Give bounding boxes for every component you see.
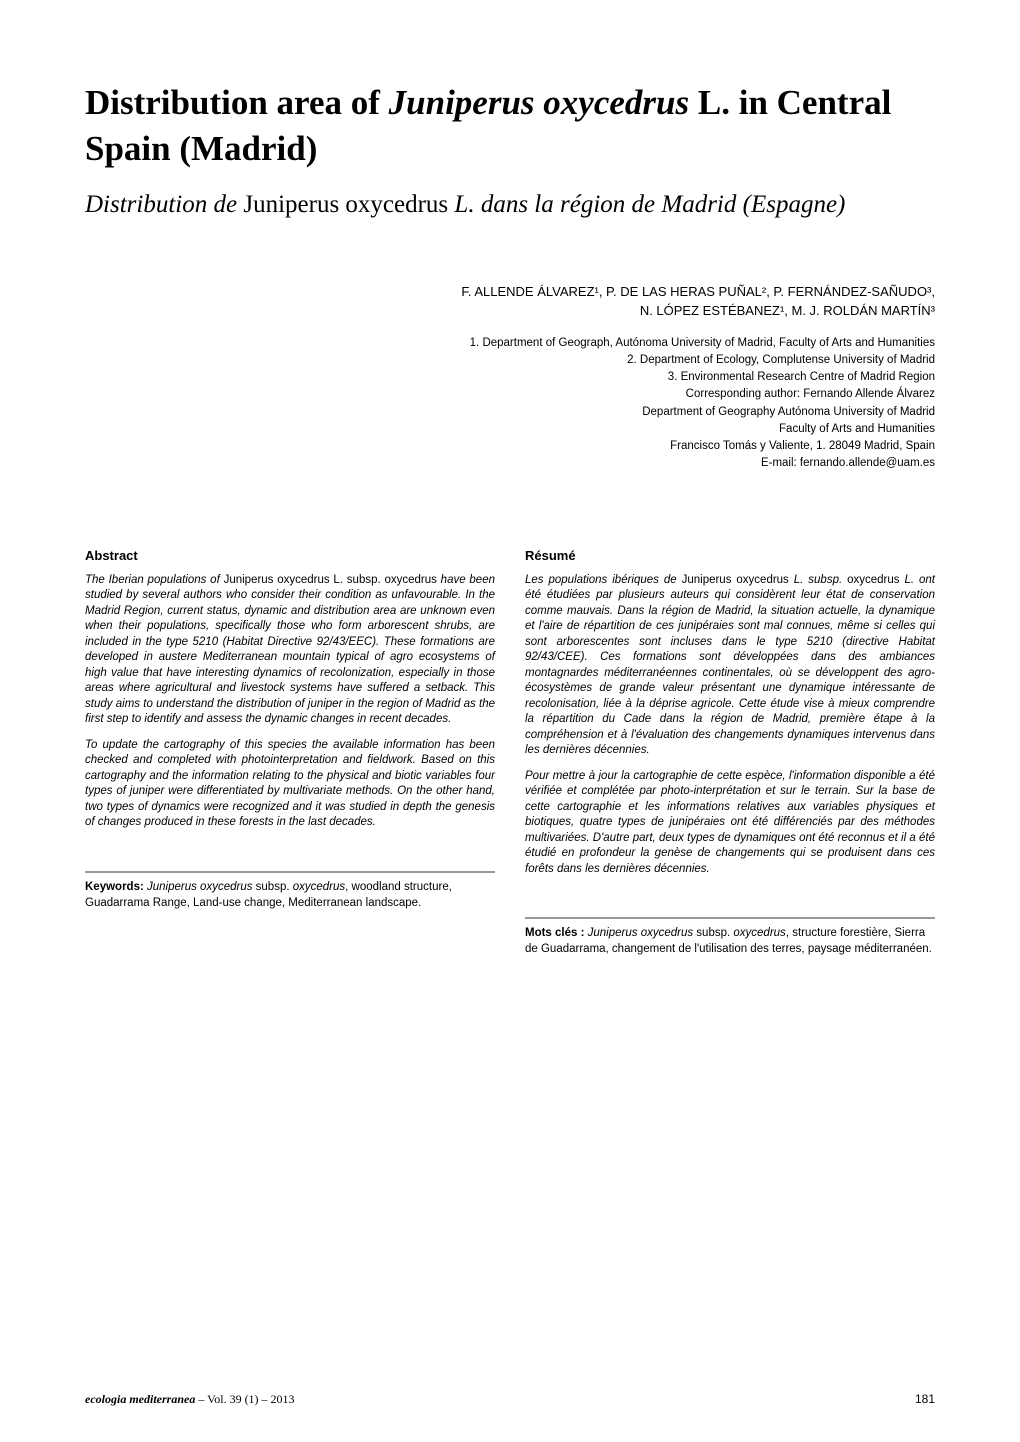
corresponding-author: Corresponding author: Fernando Allende Á… — [85, 386, 935, 403]
abstract-heading: Abstract — [85, 548, 495, 563]
page-number: 181 — [915, 1392, 935, 1407]
kw-species: Juniperus oxycedrus — [144, 881, 253, 893]
corresponding-dept: Department of Geography Autónoma Univers… — [85, 404, 935, 421]
subtitle-species: Juniperus oxycedrus — [243, 191, 448, 218]
resume-text-c: L. subsp. — [789, 574, 847, 586]
authors-block: F. ALLENDE ÁLVAREZ¹, P. DE LAS HERAS PUÑ… — [85, 282, 935, 321]
abstract-text-d: have been studied by several authors who… — [85, 574, 495, 726]
affiliation-3: 3. Environmental Research Centre of Madr… — [85, 369, 935, 386]
resume-subsp: oxycedrus — [847, 574, 899, 586]
article-subtitle: Distribution de Juniperus oxycedrus L. d… — [85, 189, 935, 222]
title-part-1: Distribution area of — [85, 83, 389, 122]
mc-species: Juniperus oxycedrus — [584, 927, 693, 939]
abstract-para-1: The Iberian populations of Juniperus oxy… — [85, 573, 495, 728]
keywords-block: Keywords: Juniperus oxycedrus subsp. oxy… — [85, 871, 495, 911]
motscles-block: Mots clés : Juniperus oxycedrus subsp. o… — [525, 917, 935, 957]
affiliation-2: 2. Department of Ecology, Complutense Un… — [85, 352, 935, 369]
subtitle-part-3: L. dans la région de Madrid (Espagne) — [448, 191, 845, 218]
resume-text-e: L. ont été étudiées par plusieurs auteur… — [525, 574, 935, 757]
abstract-subsp: oxycedrus — [384, 574, 436, 586]
right-column: Résumé Les populations ibériques de Juni… — [525, 548, 935, 958]
article-title: Distribution area of Juniperus oxycedrus… — [85, 80, 935, 171]
title-species: Juniperus oxycedrus — [389, 83, 689, 122]
footer-journal-info: ecologia mediterranea – Vol. 39 (1) – 20… — [85, 1392, 295, 1407]
subtitle-part-1: Distribution de — [85, 191, 243, 218]
abstract-para-2: To update the cartography of this specie… — [85, 738, 495, 831]
authors-line-2: N. LÓPEZ ESTÉBANEZ¹, M. J. ROLDÁN MARTÍN… — [85, 301, 935, 321]
left-column: Abstract The Iberian populations of Juni… — [85, 548, 495, 958]
abstract-text-a: The Iberian populations of — [85, 574, 224, 586]
corresponding-faculty: Faculty of Arts and Humanities — [85, 421, 935, 438]
mc-subsp-label: subsp. — [693, 927, 733, 939]
motscles-label: Mots clés : — [525, 927, 584, 939]
abstract-species-1: Juniperus oxycedrus L. subsp. — [224, 574, 385, 586]
affiliations-block: 1. Department of Geograph, Autónoma Univ… — [85, 335, 935, 473]
abstract-columns: Abstract The Iberian populations of Juni… — [85, 548, 935, 958]
kw-subsp-label: subsp. — [252, 881, 292, 893]
resume-para-2: Pour mettre à jour la cartographie de ce… — [525, 769, 935, 878]
resume-species-1: Juniperus oxycedrus — [682, 574, 789, 586]
page-footer: ecologia mediterranea – Vol. 39 (1) – 20… — [85, 1392, 935, 1407]
journal-name: ecologia mediterranea — [85, 1392, 195, 1406]
keywords-label: Keywords: — [85, 881, 144, 893]
resume-para-1: Les populations ibériques de Juniperus o… — [525, 573, 935, 759]
resume-heading: Résumé — [525, 548, 935, 563]
authors-line-1: F. ALLENDE ÁLVAREZ¹, P. DE LAS HERAS PUÑ… — [85, 282, 935, 302]
affiliation-1: 1. Department of Geograph, Autónoma Univ… — [85, 335, 935, 352]
kw-subsp: oxycedrus — [293, 881, 345, 893]
resume-text-a: Les populations ibériques de — [525, 574, 682, 586]
corresponding-address: Francisco Tomás y Valiente, 1. 28049 Mad… — [85, 438, 935, 455]
mc-subsp: oxycedrus — [733, 927, 785, 939]
journal-volume: – Vol. 39 (1) – 2013 — [195, 1392, 294, 1406]
motscles-text: Juniperus oxycedrus subsp. oxycedrus, st… — [525, 927, 932, 955]
corresponding-email: E-mail: fernando.allende@uam.es — [85, 455, 935, 472]
